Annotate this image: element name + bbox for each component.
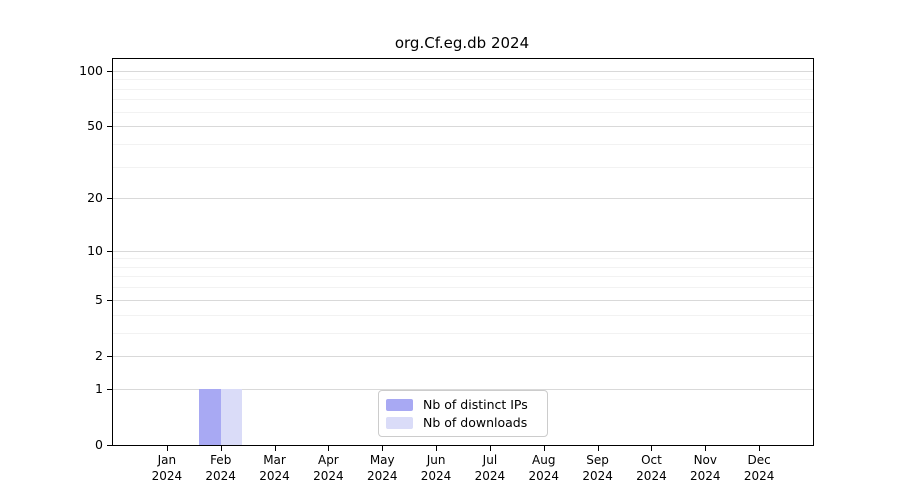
x-tick-jul bbox=[489, 446, 491, 451]
x-tick-label-oct: Oct 2024 bbox=[636, 453, 667, 483]
x-tick-label-jan: Jan 2024 bbox=[151, 453, 183, 483]
legend-swatch-distinct-ips bbox=[386, 398, 413, 411]
x-tick-may bbox=[382, 446, 384, 451]
gridline-major-10 bbox=[113, 250, 813, 252]
gridline-major-1 bbox=[113, 388, 813, 390]
gridline-minor-60 bbox=[113, 111, 813, 113]
gridline-minor-9 bbox=[113, 258, 813, 260]
x-tick-oct bbox=[651, 446, 653, 451]
bar-distinct-ips-feb bbox=[199, 388, 221, 445]
legend-item-distinct-ips: Nb of distinct IPs bbox=[386, 396, 538, 413]
y-tick-label-20: 20 bbox=[87, 190, 103, 206]
gridline-minor-90 bbox=[113, 79, 813, 81]
y-tick-label-10: 10 bbox=[87, 242, 103, 258]
legend: Nb of distinct IPs Nb of downloads bbox=[378, 390, 548, 437]
x-tick-label-feb: Feb 2024 bbox=[205, 453, 236, 483]
y-tick-2 bbox=[107, 355, 113, 357]
legend-item-downloads: Nb of downloads bbox=[386, 414, 538, 431]
gridline-major-5 bbox=[113, 299, 813, 301]
x-tick-jun bbox=[436, 446, 438, 451]
y-tick-label-100: 100 bbox=[79, 62, 103, 78]
gridline-minor-80 bbox=[113, 88, 813, 90]
y-tick-label-0: 0 bbox=[95, 437, 103, 452]
x-tick-aug bbox=[543, 446, 545, 451]
gridline-minor-8 bbox=[113, 266, 813, 268]
gridline-minor-30 bbox=[113, 166, 813, 168]
x-tick-label-may: May 2024 bbox=[366, 453, 398, 483]
plot-area: 0 1 2 5 10 20 50 100 Jan 2024 Feb 2024 Mar 2024 Apr… bbox=[79, 58, 814, 483]
x-tick-feb bbox=[220, 446, 222, 451]
x-tick-label-mar: Mar 2024 bbox=[259, 453, 290, 483]
y-tick-0 bbox=[107, 445, 113, 446]
x-tick-label-jun: Jun 2024 bbox=[420, 453, 452, 483]
gridline-minor-4 bbox=[113, 314, 813, 316]
x-tick-label-nov: Nov 2024 bbox=[690, 453, 721, 483]
x-tick-label-aug: Aug 2024 bbox=[528, 453, 560, 483]
bar-downloads-feb bbox=[220, 388, 243, 445]
y-tick-label-5: 5 bbox=[95, 291, 103, 307]
gridline-minor-40 bbox=[113, 143, 813, 145]
x-tick-apr bbox=[328, 446, 330, 451]
y-tick-100 bbox=[107, 70, 113, 72]
gridline-major-2 bbox=[113, 355, 813, 357]
y-tick-label-50: 50 bbox=[87, 118, 103, 134]
gridline-minor-7 bbox=[113, 276, 813, 278]
x-tick-label-apr: Apr 2024 bbox=[313, 453, 344, 483]
y-tick-label-2: 2 bbox=[95, 347, 103, 363]
gridline-minor-3 bbox=[113, 332, 813, 334]
gridline-major-50 bbox=[113, 126, 813, 128]
x-tick-dec bbox=[759, 446, 761, 451]
x-tick-jan bbox=[166, 446, 168, 451]
x-tick-mar bbox=[274, 446, 276, 451]
gridline-major-100 bbox=[113, 70, 813, 72]
y-tick-20 bbox=[107, 198, 113, 200]
y-tick-label-1: 1 bbox=[95, 380, 103, 396]
x-tick-nov bbox=[705, 446, 707, 451]
y-tick-5 bbox=[107, 299, 113, 301]
y-tick-10 bbox=[107, 250, 113, 252]
y-tick-50 bbox=[107, 126, 113, 128]
legend-label-downloads: Nb of downloads bbox=[423, 415, 528, 430]
gridline-major-20 bbox=[113, 198, 813, 200]
x-tick-sep bbox=[597, 446, 599, 451]
x-tick-label-sep: Sep 2024 bbox=[582, 453, 613, 483]
y-tick-1 bbox=[107, 388, 113, 390]
gridline-minor-6 bbox=[113, 287, 813, 289]
gridline-minor-70 bbox=[113, 99, 813, 101]
x-tick-label-dec: Dec 2024 bbox=[743, 453, 775, 483]
x-tick-label-jul: Jul 2024 bbox=[474, 453, 506, 483]
chart-title: org.Cf.eg.db 2024 bbox=[394, 34, 530, 52]
legend-label-distinct-ips: Nb of distinct IPs bbox=[423, 397, 528, 412]
legend-swatch-downloads bbox=[386, 416, 413, 429]
